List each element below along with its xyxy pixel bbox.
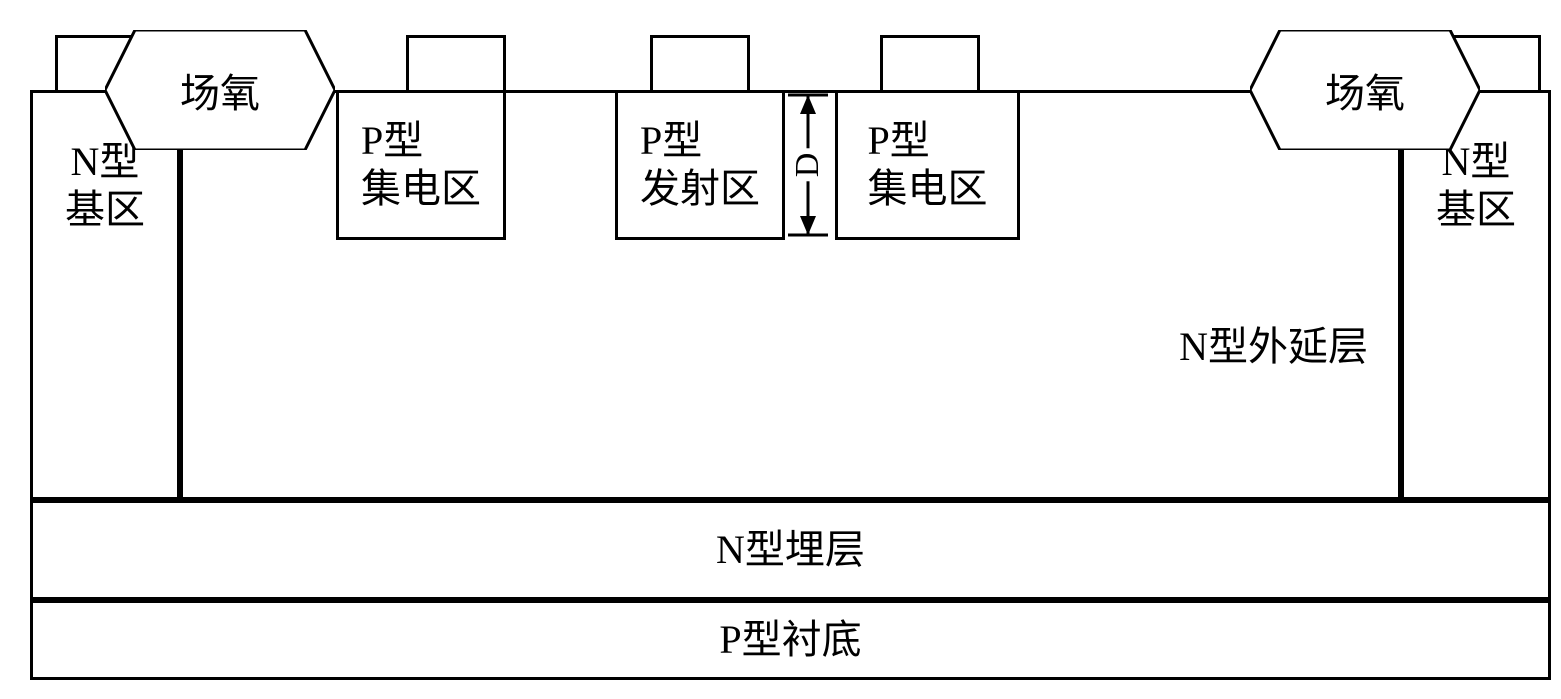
n-epitaxial-label: N型外延层 <box>1179 323 1368 371</box>
field-oxide-left-label: 场氧 <box>180 61 260 119</box>
n-base-region-right: N型 基区 <box>1401 90 1551 500</box>
n-base-right-label: N型 基区 <box>1436 138 1516 234</box>
n-buried-layer: N型埋层 <box>30 500 1551 600</box>
contact-tab-4 <box>880 35 980 90</box>
p-emitter-region: P型 发射区 <box>615 90 785 240</box>
n-base-left-label: N型 基区 <box>65 138 145 234</box>
p-collector-region-right: P型 集电区 <box>835 90 1020 240</box>
p-emitter-label: P型 发射区 <box>640 117 760 213</box>
p-collector-right-label: P型 集电区 <box>868 117 988 213</box>
p-collector-region-left: P型 集电区 <box>336 90 506 240</box>
contact-tab-2 <box>406 35 506 90</box>
p-substrate-label: P型衬底 <box>719 616 861 664</box>
contact-tab-3 <box>650 35 750 90</box>
field-oxide-left: 场氧 <box>105 30 335 150</box>
p-collector-left-label: P型 集电区 <box>361 117 481 213</box>
transistor-cross-section: P型衬底 N型埋层 N型外延层 N型 基区 N型 基区 P型 集电区 P型 发射… <box>10 10 1561 689</box>
dimension-d: D <box>788 94 828 236</box>
field-oxide-right: 场氧 <box>1250 30 1480 150</box>
n-buried-label: N型埋层 <box>716 526 865 574</box>
n-base-region-left: N型 基区 <box>30 90 180 500</box>
dimension-d-label: D <box>789 149 827 182</box>
field-oxide-right-label: 场氧 <box>1325 61 1405 119</box>
p-substrate-layer: P型衬底 <box>30 600 1551 680</box>
